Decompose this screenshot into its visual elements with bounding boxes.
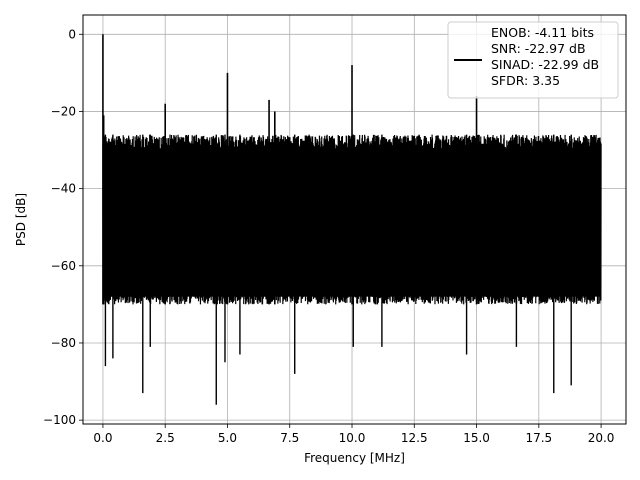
legend-box [447, 21, 619, 99]
y-tick-label: −40 [51, 182, 76, 196]
y-tick-label: −80 [51, 336, 76, 350]
x-tick-label: 17.5 [525, 431, 552, 445]
x-tick-label: 15.0 [463, 431, 490, 445]
x-tick-label: 12.5 [401, 431, 428, 445]
x-tick-label: 7.5 [280, 431, 299, 445]
x-tick-label: 20.0 [588, 431, 615, 445]
y-tick-label: −60 [51, 259, 76, 273]
legend-sinad-text: SINAD: -22.99 dB [491, 57, 599, 72]
x-tick-label: 5.0 [218, 431, 237, 445]
legend-enob-text: ENOB: -4.11 bits [491, 25, 594, 40]
axis-ticks: 0.0 2.5 5.0 7.5 10.0 12.5 15.0 17.5 20.0 0 −20 −40 −… [43, 27, 614, 445]
legend: ENOB: -4.11 bits SNR: -22.97 dB SINAD: -… [447, 21, 619, 99]
x-tick-label: 2.5 [156, 431, 175, 445]
y-tick-label: 0 [68, 27, 76, 41]
plot-frame [82, 14, 627, 425]
psd-series [102, 34, 602, 405]
y-tick-label: −20 [51, 104, 76, 118]
x-tick-label: 10.0 [339, 431, 366, 445]
x-axis-label: Frequency [MHz] [304, 451, 405, 465]
x-tick-label: 0.0 [93, 431, 112, 445]
y-axis-label: PSD [dB] [14, 193, 28, 246]
y-tick-label: −100 [43, 413, 76, 427]
legend-snr-text: SNR: -22.97 dB [491, 41, 586, 56]
legend-sfdr-text: SFDR: 3.35 [491, 73, 560, 88]
